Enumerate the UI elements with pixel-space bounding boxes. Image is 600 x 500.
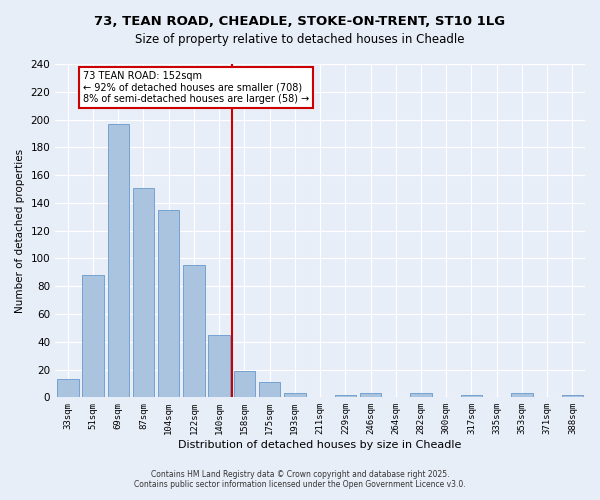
Bar bbox=[233, 371, 255, 398]
Text: 73 TEAN ROAD: 152sqm
← 92% of detached houses are smaller (708)
8% of semi-detac: 73 TEAN ROAD: 152sqm ← 92% of detached h… bbox=[83, 71, 309, 104]
Bar bbox=[82, 275, 104, 398]
Bar bbox=[183, 266, 205, 398]
Bar bbox=[208, 335, 230, 398]
Bar bbox=[107, 124, 129, 398]
Bar bbox=[284, 393, 305, 398]
X-axis label: Distribution of detached houses by size in Cheadle: Distribution of detached houses by size … bbox=[178, 440, 462, 450]
Text: 73, TEAN ROAD, CHEADLE, STOKE-ON-TRENT, ST10 1LG: 73, TEAN ROAD, CHEADLE, STOKE-ON-TRENT, … bbox=[94, 15, 506, 28]
Bar bbox=[461, 394, 482, 398]
Bar bbox=[335, 394, 356, 398]
Bar bbox=[360, 393, 381, 398]
Bar bbox=[562, 394, 583, 398]
Bar bbox=[57, 380, 79, 398]
Y-axis label: Number of detached properties: Number of detached properties bbox=[15, 148, 25, 312]
Bar bbox=[259, 382, 280, 398]
Bar bbox=[133, 188, 154, 398]
Bar bbox=[158, 210, 179, 398]
Text: Contains HM Land Registry data © Crown copyright and database right 2025.
Contai: Contains HM Land Registry data © Crown c… bbox=[134, 470, 466, 489]
Text: Size of property relative to detached houses in Cheadle: Size of property relative to detached ho… bbox=[135, 32, 465, 46]
Bar bbox=[410, 393, 432, 398]
Bar bbox=[511, 393, 533, 398]
